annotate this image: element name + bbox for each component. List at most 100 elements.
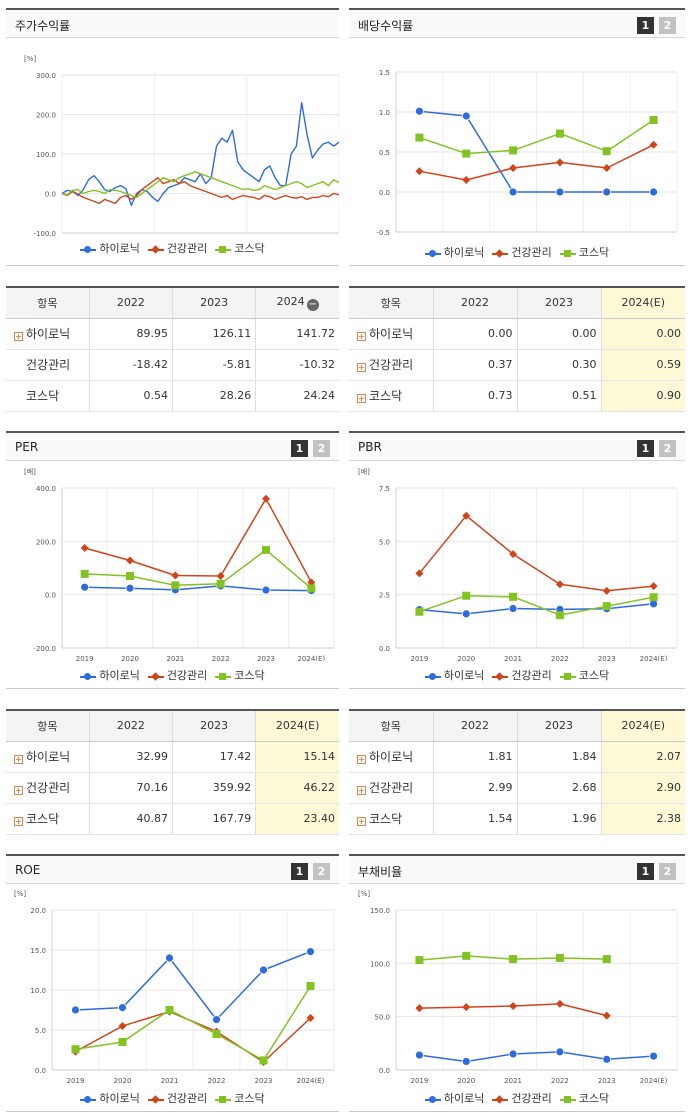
stock-legend-label: 건강관리 (166, 242, 208, 255)
table-header-year: 2023 (171, 710, 256, 742)
table-row-name[interactable]: + 하이로닉 (349, 318, 433, 350)
pbr-data-point (462, 591, 471, 600)
roe-y-tick-label: 20.0 (30, 907, 46, 915)
table-row-name[interactable]: + 건강관리 (349, 772, 433, 804)
table-header-year-label: 2024(E) (621, 296, 666, 310)
pbr-series-3 (415, 591, 658, 620)
table-cell: 1.81 (432, 741, 517, 773)
table-row-label: 하이로닉 (369, 750, 414, 764)
stock-y-tick-label: 300.0 (36, 72, 56, 80)
pbr-period-button-1[interactable]: 1 (637, 440, 654, 457)
debt-chart: [%] 150.0 100.0 50.0 0.0 2019 2020 2021 2022 2023… (358, 890, 678, 1084)
expand-plus-icon[interactable]: + (14, 755, 23, 764)
expand-plus-icon[interactable]: + (14, 332, 23, 341)
per-legend-swatch (215, 672, 232, 681)
roe-data-point (306, 1014, 315, 1022)
per-data-point (171, 571, 180, 580)
pbr-x-tick-label: 2021 (504, 655, 522, 661)
dividend-legend-label: 건강관리 (511, 246, 552, 259)
expand-plus-icon[interactable]: + (357, 363, 366, 372)
debt-panel-divider (349, 1111, 685, 1112)
table-header-year: 2024(E) (255, 710, 339, 742)
debt-legend-label: 코스닥 (578, 1092, 610, 1105)
pbr-series-line (418, 514, 654, 592)
dividend-period-button-1[interactable]: 1 (637, 17, 654, 34)
expand-plus-icon[interactable]: + (357, 394, 366, 403)
roe-data-point (306, 982, 315, 990)
roe-period-button-1[interactable]: 1 (291, 863, 308, 880)
table-header-year-label: 2024(E) (275, 719, 320, 733)
table-row: + 하이로닉 89.95 126.11 141.72 (6, 318, 339, 350)
table-row-name[interactable]: + 코스닥 (349, 380, 433, 412)
roe-unit-label: [%] (14, 890, 26, 898)
table-row-name[interactable]: + 하이로닉 (349, 741, 433, 773)
debt-period-button-2[interactable]: 2 (659, 863, 676, 880)
table-cell: 0.54 (88, 380, 173, 412)
table-header-year: 2022 (88, 287, 173, 319)
table-cell: 0.90 (600, 380, 685, 412)
debt-y-tick-label: 150.0 (370, 907, 390, 915)
debt-x-tick-label: 2023 (598, 1077, 616, 1084)
per-legend-item: 코스닥 (215, 667, 265, 683)
debt-data-point (602, 1054, 612, 1064)
roe-legend-item: 하이로닉 (80, 1090, 140, 1106)
table-row: 건강관리 -18.42 -5.81 -10.32 (6, 349, 339, 381)
dividend-data-point (509, 164, 518, 172)
table-cell: 46.22 (255, 772, 339, 804)
debt-period-button-1[interactable]: 1 (637, 863, 654, 880)
table-cell: 15.14 (255, 741, 339, 773)
table-row-name[interactable]: + 코스닥 (6, 803, 90, 835)
pbr-y-tick-label: 7.5 (379, 485, 390, 493)
pbr-y-tick-label: 2.5 (379, 592, 390, 600)
roe-x-tick-label: 2024(E) (297, 1077, 325, 1084)
table-row-label: 코스닥 (26, 389, 60, 403)
table-cell: 1.96 (516, 803, 601, 835)
per-data-point (125, 583, 135, 593)
table-row-name[interactable]: + 하이로닉 (6, 741, 90, 773)
debt-unit-label: [%] (358, 890, 370, 898)
expand-plus-icon[interactable]: + (14, 817, 23, 826)
table-row-name[interactable]: + 하이로닉 (6, 318, 90, 350)
expand-plus-icon[interactable]: + (14, 786, 23, 795)
roe-y-tick-label: 5.0 (35, 1027, 46, 1035)
expand-plus-icon[interactable]: + (357, 332, 366, 341)
per-series-line (84, 549, 312, 589)
table-row-name[interactable]: + 건강관리 (349, 349, 433, 381)
table-row: + 건강관리 2.99 2.68 2.90 (349, 772, 685, 804)
expand-plus-icon[interactable]: + (357, 786, 366, 795)
table-row-name[interactable]: + 건강관리 (6, 772, 90, 804)
stock-chart-panel: 주가수익률[%]300.0200.0100.00.0-100.02018/12/… (6, 8, 339, 266)
roe-period-button-2[interactable]: 2 (313, 863, 330, 880)
pbr-period-button-2[interactable]: 2 (659, 440, 676, 457)
table-header-year-label: 2022 (461, 719, 489, 733)
expand-plus-icon[interactable]: + (357, 817, 366, 826)
dividend-series-1 (415, 106, 658, 197)
debt-y-tick-label: 0.0 (379, 1067, 390, 1075)
per-series-2 (80, 494, 316, 587)
roe-data-point (212, 1030, 221, 1038)
dividend-period-button-2[interactable]: 2 (659, 17, 676, 34)
roe-series-3 (71, 982, 315, 1065)
stock-series-3 (61, 171, 339, 199)
per-period-button-1[interactable]: 1 (291, 440, 308, 457)
per-period-button-2[interactable]: 2 (313, 440, 330, 457)
debt-data-point (461, 1057, 471, 1066)
table-row-name[interactable]: + 코스닥 (349, 803, 433, 835)
collapse-icon[interactable]: − (306, 298, 319, 311)
pbr-legend-label: 하이로닉 (443, 669, 485, 682)
pbr-legend-swatch (492, 671, 509, 681)
pbr-panel-divider (349, 688, 685, 689)
debt-data-point (508, 1049, 518, 1059)
table-cell: 0.30 (516, 349, 601, 381)
pbr-data-point (461, 609, 471, 619)
table-header-year: 2024(E) (600, 287, 685, 319)
roe-legend-label: 코스닥 (234, 1092, 265, 1105)
table-header-year-label: 2022 (116, 296, 145, 310)
per-chart-panel: PER 1 2 [배] 400.0 200.0 0.0 -200.0 2019 2020 2021 2… (6, 431, 339, 689)
table-cell: 23.40 (255, 803, 339, 835)
debt-legend-item: 코스닥 (559, 1090, 610, 1106)
per-chart: [배] 400.0 200.0 0.0 -200.0 2019 2020 2021 2022 20… (24, 467, 335, 661)
debt-legend-label: 하이로닉 (443, 1092, 485, 1105)
table-cell: 1.84 (516, 741, 601, 773)
expand-plus-icon[interactable]: + (357, 755, 366, 764)
